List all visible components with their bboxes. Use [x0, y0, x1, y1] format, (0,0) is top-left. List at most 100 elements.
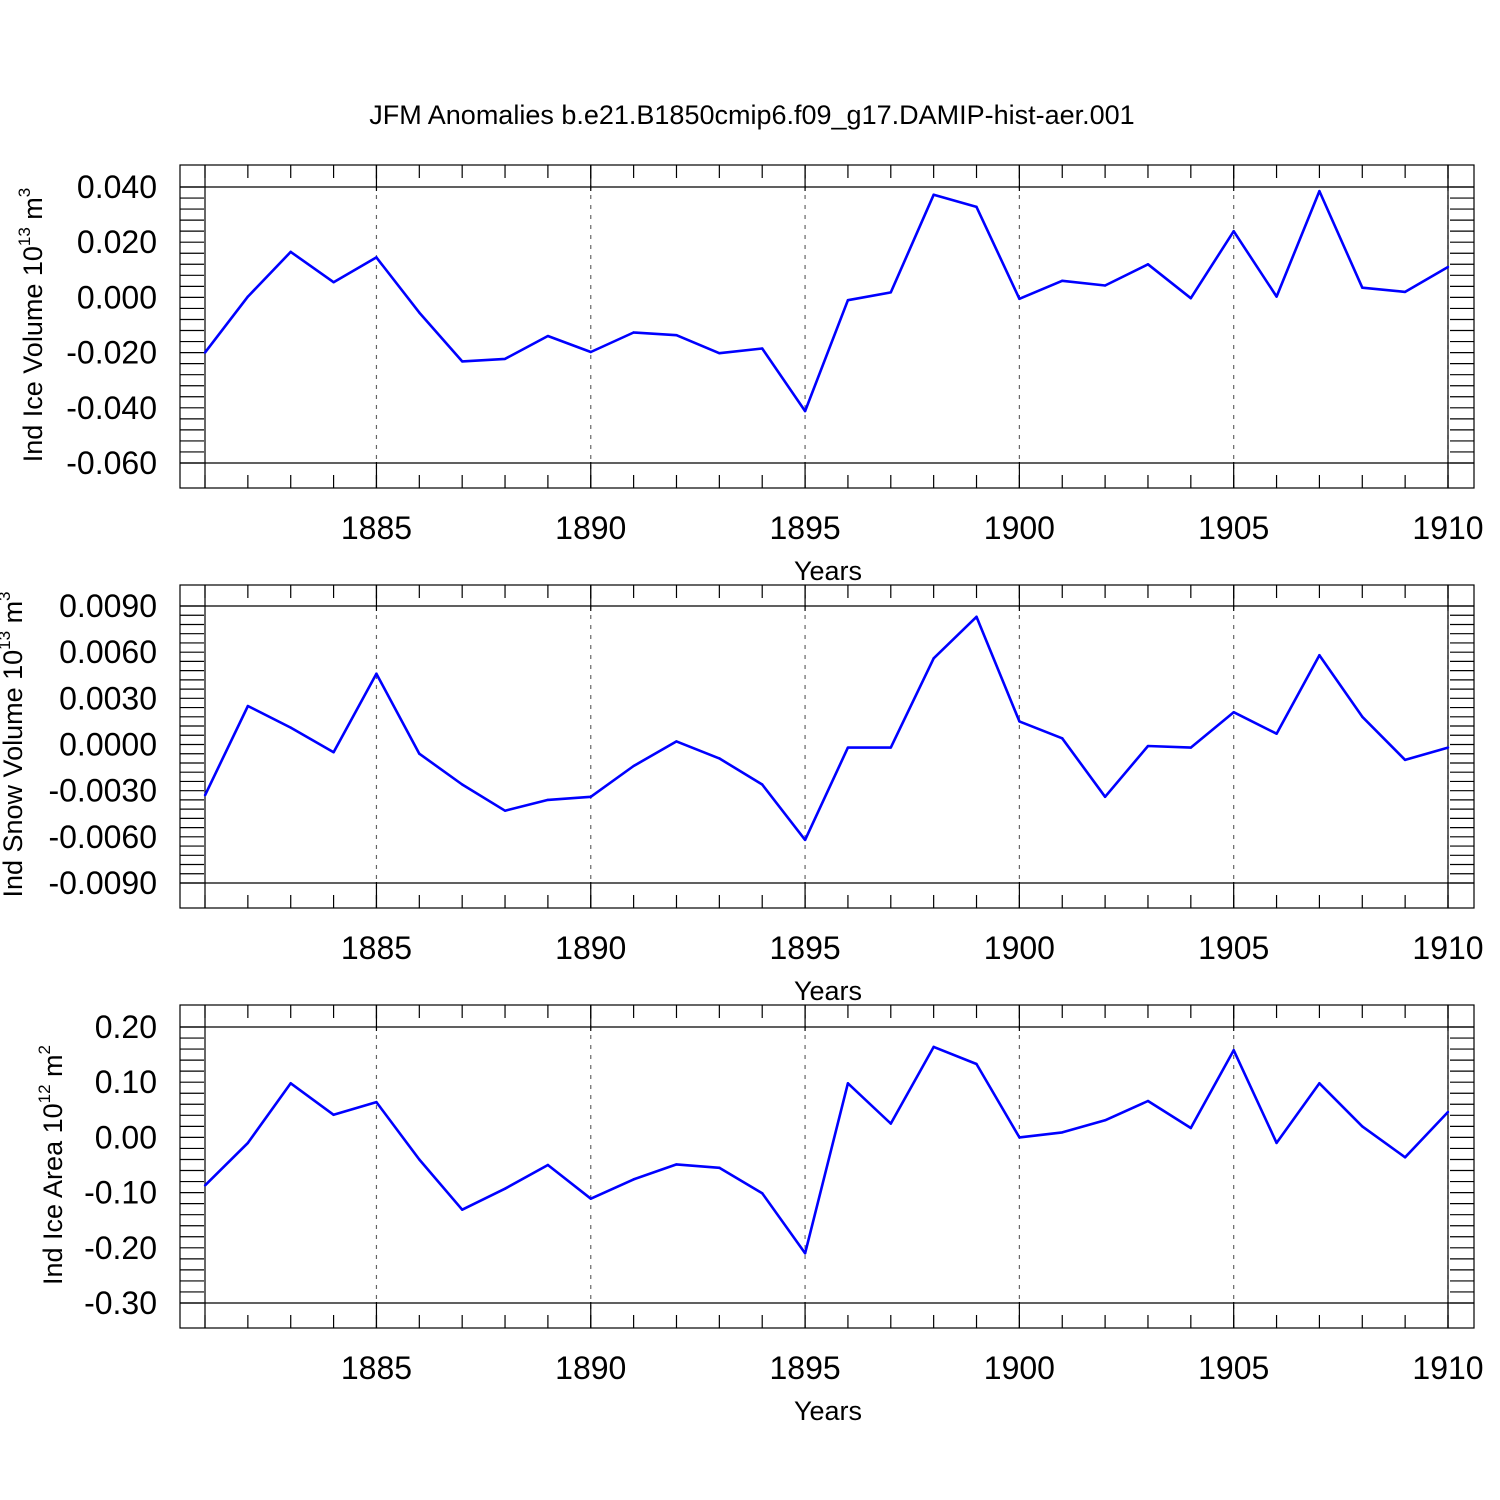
data-point [718, 1166, 721, 1169]
data-point [1361, 286, 1364, 289]
data-point [1318, 1082, 1321, 1085]
x-tick-label-1890: 1890 [555, 1350, 626, 1386]
x-tick-label-1905: 1905 [1198, 510, 1269, 546]
y-axis-title: Ind Snow Volume 1013 m3 [0, 591, 28, 897]
data-point [203, 351, 207, 354]
data-point [289, 250, 292, 254]
data-point [1189, 297, 1193, 300]
data-point [975, 205, 978, 209]
data-point [761, 1191, 764, 1195]
y-axis-title: Ind Ice Volume 1013 m3 [15, 188, 48, 463]
y-tick-label: 0.10 [95, 1064, 157, 1100]
data-point [375, 256, 378, 259]
data-point [246, 704, 250, 708]
y-tick-label: 0.020 [77, 224, 157, 260]
data-point [589, 795, 592, 799]
data-point [546, 798, 550, 802]
series-line [204, 1045, 1449, 1255]
data-point [675, 1163, 678, 1166]
data-point [1318, 189, 1321, 193]
data-point [1061, 279, 1064, 283]
data-point [761, 783, 764, 786]
data-point [375, 672, 378, 675]
data-point [503, 1187, 507, 1190]
data-point [675, 334, 678, 337]
data-point [1275, 295, 1278, 298]
data-point [632, 764, 635, 768]
x-tick-label-1895: 1895 [769, 510, 840, 546]
data-point [1275, 732, 1278, 735]
data-point [803, 409, 807, 413]
data-point [460, 360, 464, 363]
series-line [203, 615, 1449, 842]
data-point [846, 1082, 850, 1085]
data-point [418, 1158, 421, 1161]
data-point [846, 746, 850, 749]
data-point [1018, 297, 1021, 300]
figure-title: JFM Anomalies b.e21.B1850cmip6.f09_g17.D… [369, 100, 1134, 130]
data-point [1275, 1141, 1278, 1145]
data-point [1018, 1136, 1021, 1139]
data-point [975, 615, 978, 618]
y-tick-label: 0.0000 [59, 727, 157, 763]
x-tick-label-1885: 1885 [341, 510, 412, 546]
y-tick-label: 0.20 [95, 1009, 157, 1045]
data-point [503, 809, 507, 812]
data-point [1189, 1126, 1193, 1130]
x-tick-label-1900: 1900 [984, 1350, 1055, 1386]
y-tick-label: -0.10 [84, 1175, 157, 1211]
data-point [889, 291, 892, 294]
data-point [1232, 1048, 1235, 1052]
x-tick-label-1885: 1885 [341, 930, 412, 966]
data-point [889, 746, 892, 749]
data-point [1146, 263, 1150, 266]
x-tick-label-1900: 1900 [984, 510, 1055, 546]
data-point [803, 1252, 807, 1255]
data-point [1061, 1131, 1064, 1134]
y-tick-label: 0.040 [77, 169, 157, 205]
data-point [1103, 1119, 1107, 1122]
y-tick-label: 0.000 [77, 279, 157, 315]
data-point [1446, 1110, 1450, 1114]
data-point [1446, 746, 1450, 749]
data-point [203, 794, 207, 797]
y-tick-label: 0.00 [95, 1119, 157, 1155]
data-point [332, 281, 335, 284]
data-point [1189, 746, 1193, 749]
y-tick-label: -0.0090 [48, 865, 157, 901]
data-point [1403, 1156, 1407, 1159]
data-point [1403, 290, 1407, 294]
y-axis-title: Ind Ice Area 1012 m2 [35, 1045, 68, 1285]
data-point [1361, 715, 1364, 718]
data-point [1061, 737, 1064, 740]
data-point [1018, 720, 1021, 723]
data-point [1446, 265, 1450, 269]
x-axis-title: Years [794, 556, 862, 586]
data-point [889, 1122, 892, 1125]
data-point [289, 726, 292, 729]
data-point [1403, 758, 1407, 762]
data-point [632, 331, 635, 334]
data-point [803, 838, 807, 842]
y-tick-label: 0.0060 [59, 634, 157, 670]
x-tick-label-1895: 1895 [769, 1350, 840, 1386]
data-point [1232, 229, 1235, 233]
data-point [203, 1184, 207, 1187]
data-point [418, 752, 421, 755]
panel-1: 1885 1890 1895 1900 1905 1910 -0.060 -0.040 -0.0… [15, 164, 1484, 586]
y-tick-label: -0.040 [66, 390, 157, 426]
data-point [246, 295, 250, 298]
data-point [718, 351, 721, 355]
x-tick-label-1890: 1890 [555, 930, 626, 966]
panel-3: 1885 1890 1895 1900 1905 1910 -0.30 -0.20 -0.10 0… [35, 1004, 1484, 1426]
y-tick-label: -0.30 [84, 1285, 157, 1321]
y-tick-label: -0.0060 [48, 819, 157, 855]
data-point [1146, 1099, 1150, 1103]
x-tick-label-1910: 1910 [1412, 1350, 1483, 1386]
series-line [203, 189, 1449, 413]
data-point [460, 1208, 464, 1211]
data-point [1103, 284, 1107, 287]
data-point [975, 1062, 978, 1066]
x-axis-title: Years [794, 976, 862, 1006]
